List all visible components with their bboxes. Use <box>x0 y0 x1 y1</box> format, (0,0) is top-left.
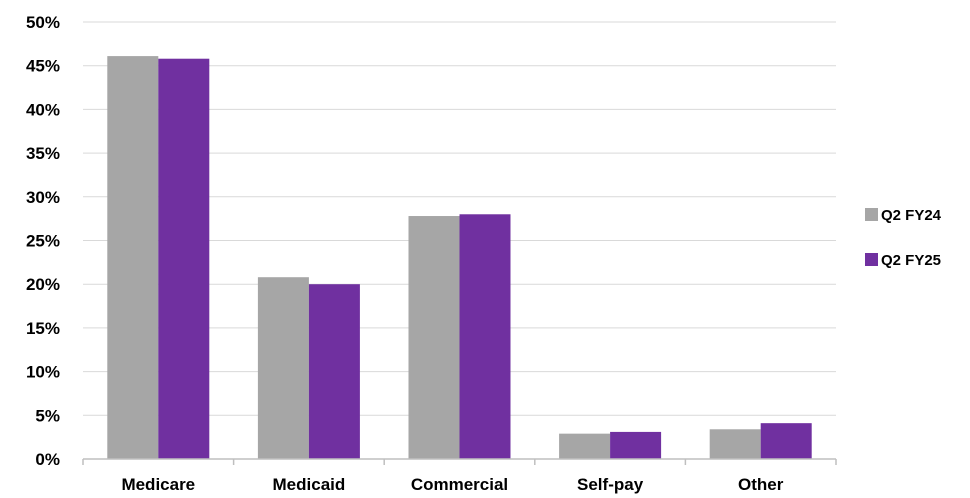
bar-medicaid-q2-fy25 <box>308 284 360 459</box>
y-tick-label: 5% <box>35 406 60 425</box>
bars <box>107 56 812 459</box>
bar-medicare-q2-fy24 <box>107 56 159 459</box>
legend-swatch <box>865 253 878 266</box>
y-tick-label: 35% <box>26 144 60 163</box>
y-tick-label: 50% <box>26 13 60 32</box>
x-axis-category-labels: Medicare Medicaid Commercial Self-pay Other <box>121 475 783 494</box>
legend-label: Q2 FY24 <box>881 207 942 224</box>
bar-other-q2-fy25 <box>760 423 812 459</box>
y-axis-tick-labels: 0% 5% 10% 15% 20% 25% 30% 35% 40% 45% 50% <box>26 13 60 469</box>
x-category-label: Medicaid <box>273 475 346 494</box>
bar-commercial-q2-fy25 <box>459 214 511 459</box>
x-category-label: Other <box>738 475 784 494</box>
y-tick-label: 40% <box>26 100 60 119</box>
y-tick-label: 25% <box>26 232 60 251</box>
x-category-label: Medicare <box>121 475 195 494</box>
x-category-label: Commercial <box>411 475 508 494</box>
y-tick-label: 0% <box>35 450 60 469</box>
bar-commercial-q2-fy24 <box>408 216 460 459</box>
bar-medicare-q2-fy25 <box>158 58 210 459</box>
y-tick-label: 30% <box>26 188 60 207</box>
legend: Q2 FY24 Q2 FY25 <box>865 207 942 269</box>
bar-self-pay-q2-fy25 <box>610 431 662 459</box>
legend-swatch <box>865 208 878 221</box>
x-category-label: Self-pay <box>577 475 644 494</box>
bar-other-q2-fy24 <box>709 429 761 459</box>
y-tick-label: 15% <box>26 319 60 338</box>
bar-self-pay-q2-fy24 <box>559 433 611 459</box>
x-axis-ticks <box>82 459 837 465</box>
legend-label: Q2 FY25 <box>881 252 941 269</box>
y-tick-label: 45% <box>26 57 60 76</box>
y-tick-label: 10% <box>26 363 60 382</box>
bar-medicaid-q2-fy24 <box>257 277 309 459</box>
y-tick-label: 20% <box>26 275 60 294</box>
